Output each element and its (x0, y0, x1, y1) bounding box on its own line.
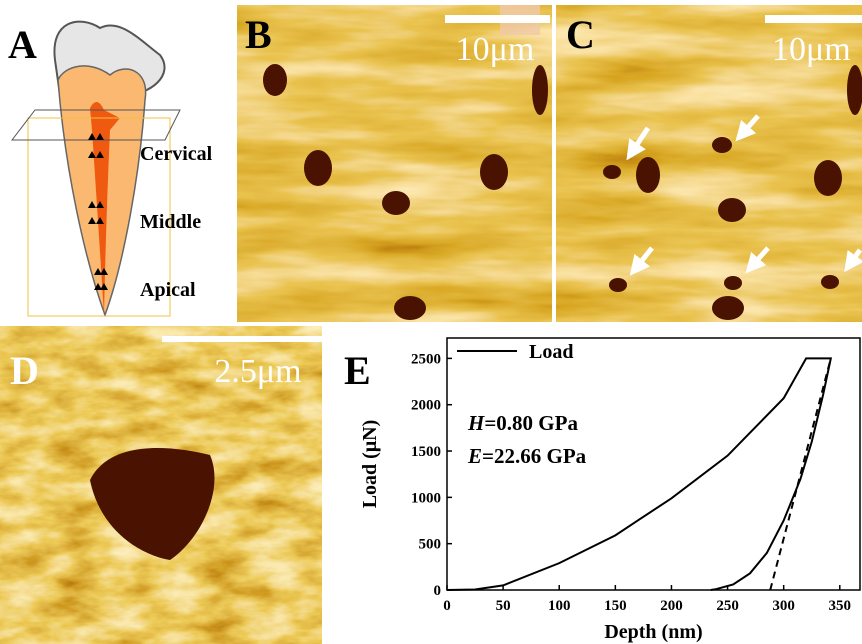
x-tick-label: 150 (604, 598, 627, 614)
scale-label: 10μm (772, 31, 851, 68)
legend-label: Load (529, 341, 573, 363)
figure: A Cervical Middle Apical 10μm B (0, 0, 862, 644)
panel-label: B (245, 12, 272, 57)
annotation-symbol: H (467, 411, 485, 435)
y-tick-label: 1500 (411, 444, 441, 460)
panel-label: D (10, 348, 39, 393)
y-tick-label: 2500 (411, 351, 441, 367)
x-tick-label: 250 (716, 598, 739, 614)
scale-label: 10μm (456, 31, 535, 68)
annotation-symbol: E (467, 444, 482, 468)
scale-bar (162, 336, 322, 342)
annotation: H=0.80 GPa (467, 411, 578, 435)
panel-d: 2.5μm D (0, 326, 322, 644)
y-tick-label: 500 (419, 537, 442, 553)
panel-label: A (8, 22, 37, 67)
panel-c: 10μm C (556, 5, 862, 322)
x-tick-label: 100 (548, 598, 571, 614)
y-tick-label: 2000 (411, 398, 441, 414)
region-label: Cervical (140, 143, 213, 165)
scale-label: 2.5μm (214, 353, 301, 390)
x-tick-label: 200 (660, 598, 683, 614)
x-tick-label: 300 (772, 598, 795, 614)
x-axis-label: Depth (nm) (604, 621, 702, 643)
panel-label: C (566, 12, 595, 57)
panel-b: 10μm B (237, 5, 552, 322)
annotation: E=22.66 GPa (467, 444, 587, 468)
y-axis-label: Load (μN) (359, 420, 381, 509)
region-label: Apical (140, 279, 196, 301)
x-tick-label: 350 (829, 598, 852, 614)
scale-bar (765, 15, 862, 23)
x-tick-label: 0 (443, 598, 451, 614)
annotation-text: =22.66 GPa (482, 444, 587, 468)
panel-e: 0 50 100 150 200 250 300 350 0 500 1000 1500 2000 250… (322, 326, 862, 644)
region-label: Middle (140, 211, 201, 233)
x-tick-label: 50 (496, 598, 511, 614)
panel-label: E (344, 348, 371, 393)
y-tick-label: 0 (434, 583, 442, 599)
panel-a: A Cervical Middle Apical (8, 22, 213, 316)
y-tick-label: 1000 (411, 490, 441, 506)
scale-bar (445, 15, 550, 23)
annotation-text: =0.80 GPa (484, 411, 578, 435)
